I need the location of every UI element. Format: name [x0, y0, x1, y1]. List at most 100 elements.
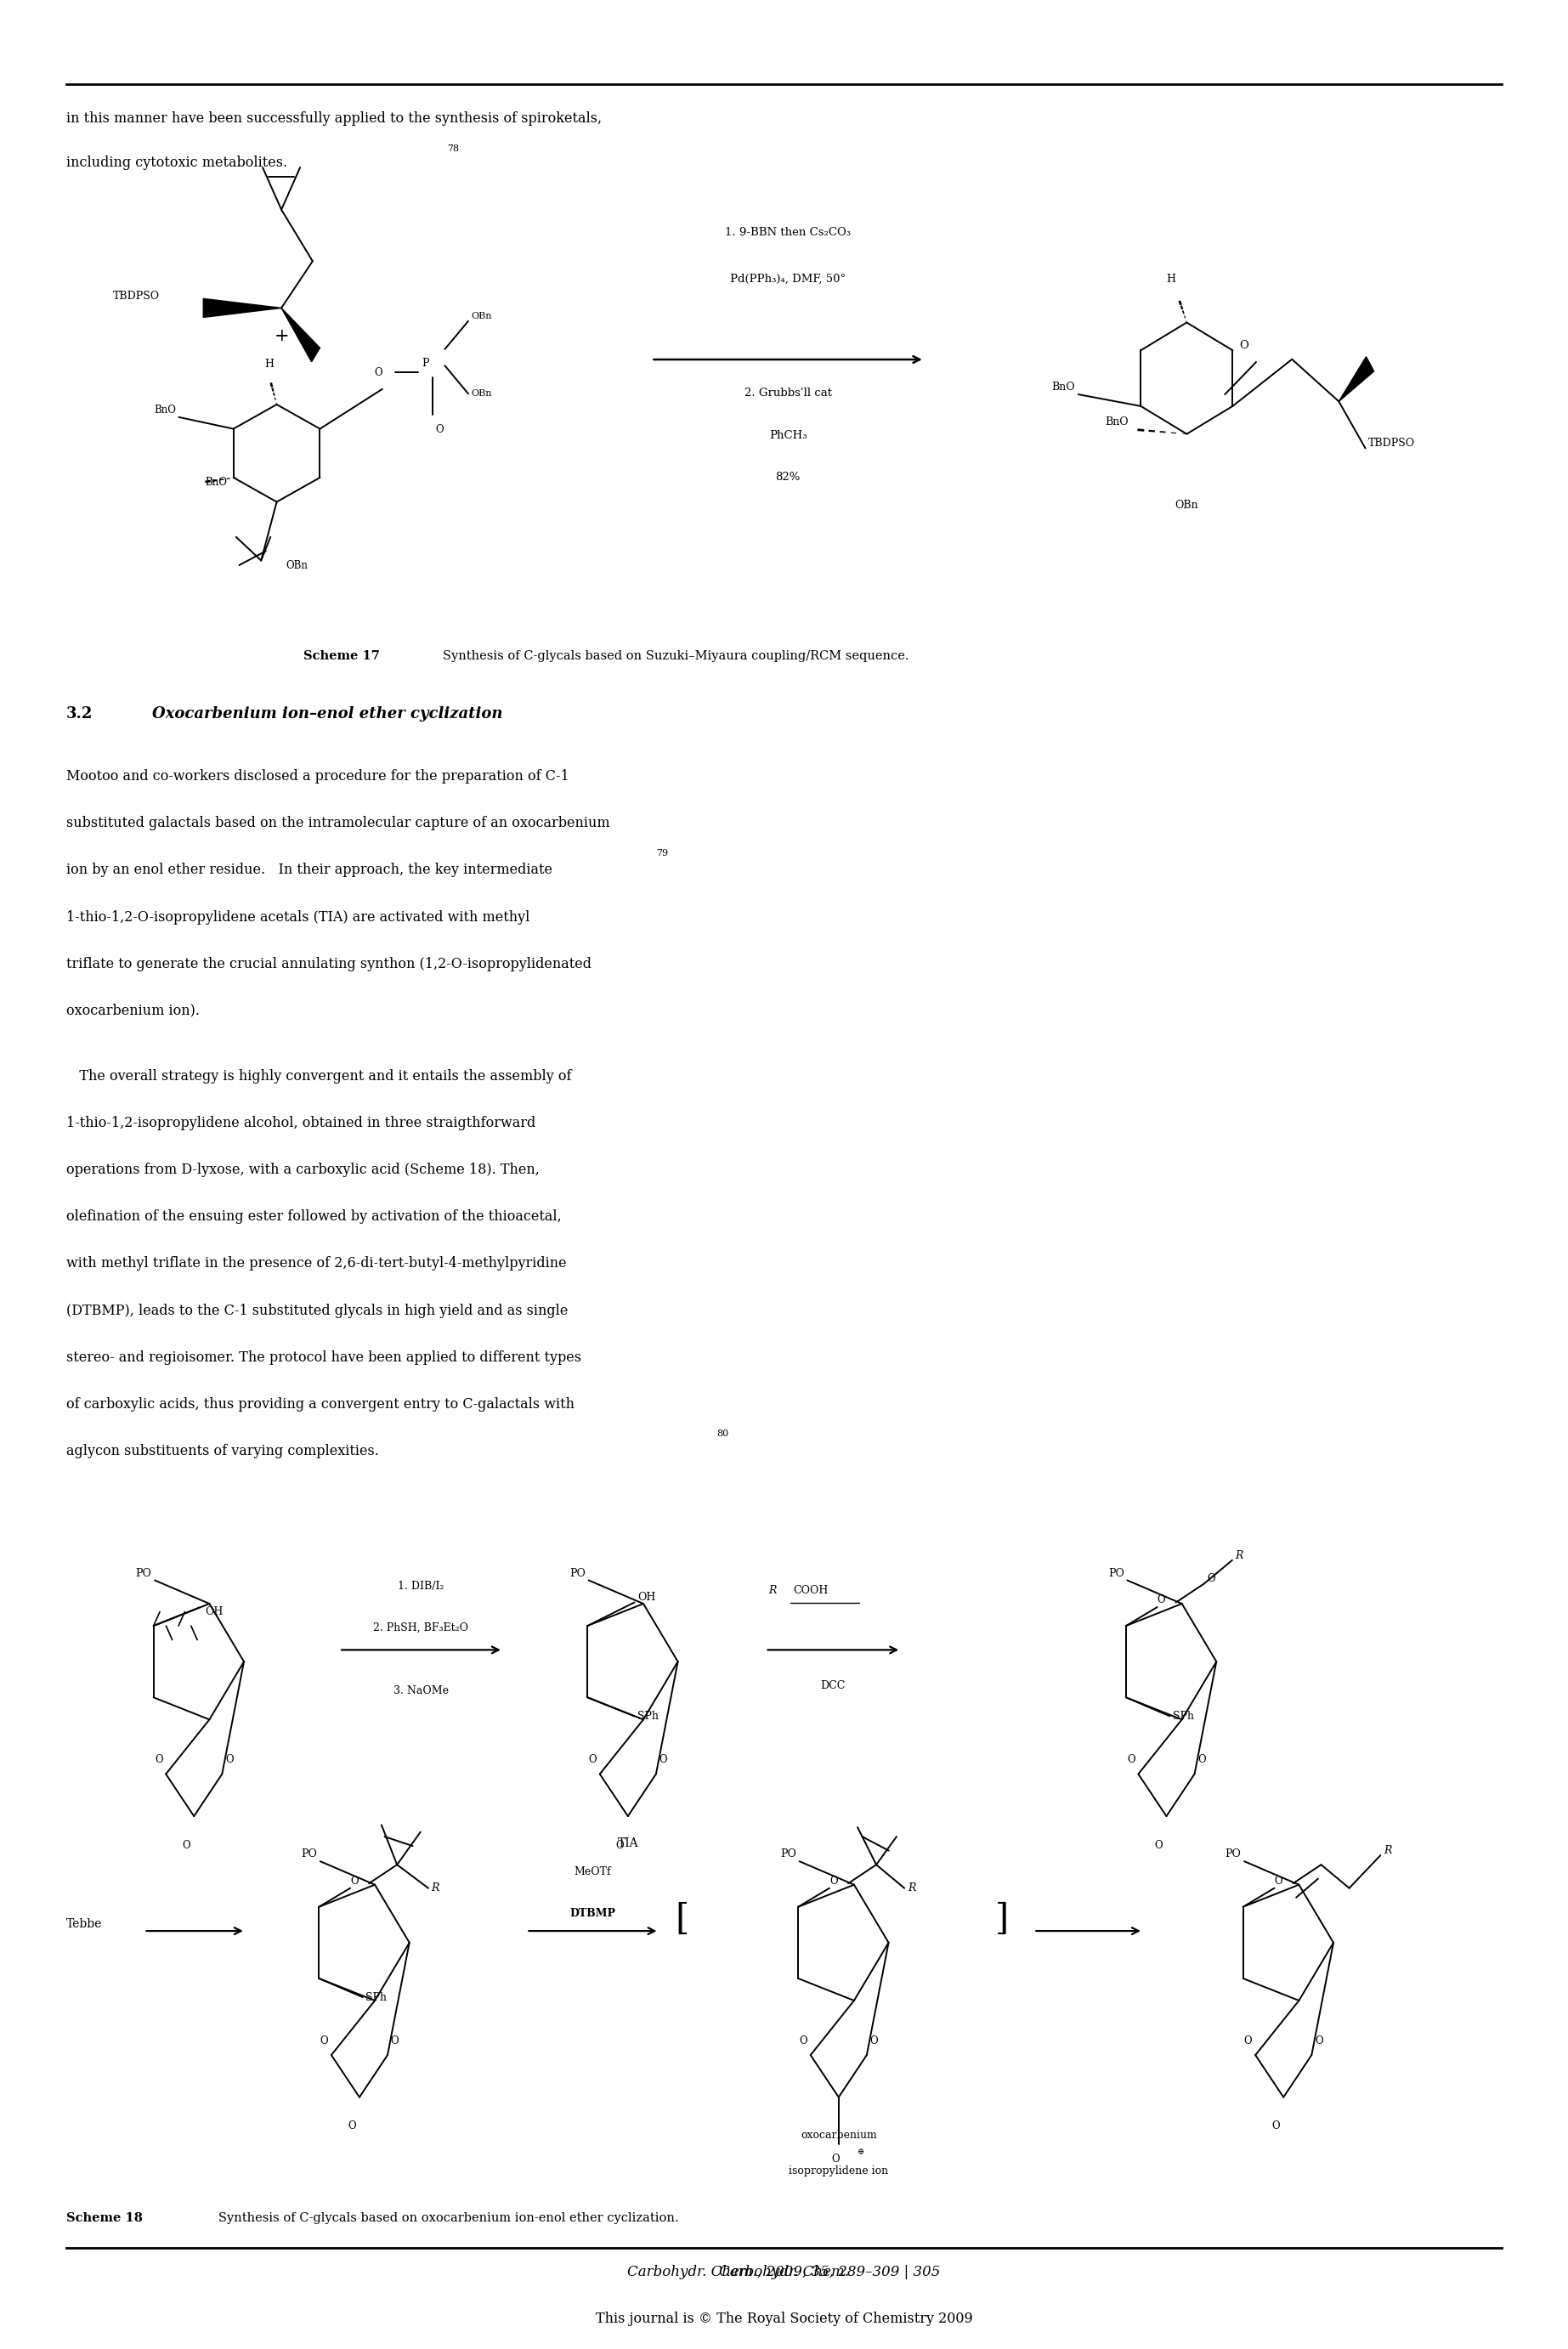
- Text: O: O: [1272, 2121, 1279, 2131]
- Text: (DTBMP), leads to the C-1 substituted glycals in high yield and as single: (DTBMP), leads to the C-1 substituted gl…: [66, 1304, 568, 1318]
- Text: Synthesis of C-glycals based on Suzuki–Miyaura coupling/RCM sequence.: Synthesis of C-glycals based on Suzuki–M…: [431, 651, 909, 662]
- Text: H: H: [265, 359, 273, 369]
- Text: Carbohydr. Chem.: Carbohydr. Chem.: [720, 2264, 848, 2279]
- Text: BnO: BnO: [1105, 416, 1129, 428]
- Text: 1. DIB/I₂: 1. DIB/I₂: [398, 1581, 444, 1590]
- Text: O: O: [831, 2154, 839, 2163]
- Text: 82%: 82%: [776, 472, 800, 484]
- Text: PO: PO: [301, 1849, 317, 1860]
- Text: 80: 80: [717, 1431, 729, 1438]
- Text: O: O: [1207, 1574, 1215, 1586]
- Text: +: +: [274, 329, 289, 345]
- Text: R: R: [768, 1586, 776, 1595]
- Text: operations from D-lyxose, with a carboxylic acid (Scheme 18). Then,: operations from D-lyxose, with a carboxy…: [66, 1163, 539, 1177]
- Text: SPh: SPh: [365, 1992, 387, 2004]
- Text: of carboxylic acids, thus providing a convergent entry to C-galactals with: of carboxylic acids, thus providing a co…: [66, 1398, 574, 1412]
- Text: oxocarbenium ion).: oxocarbenium ion).: [66, 1003, 199, 1017]
- Text: Carbohydr. Chem., 2009, 35, 289–309 | 305: Carbohydr. Chem., 2009, 35, 289–309 | 30…: [627, 2264, 941, 2279]
- Text: O: O: [350, 1875, 359, 1886]
- Text: SPh: SPh: [1173, 1710, 1195, 1722]
- Text: Scheme 18: Scheme 18: [66, 2213, 143, 2225]
- Text: R: R: [908, 1882, 916, 1893]
- Text: 2. Grubbsʹll cat: 2. Grubbsʹll cat: [745, 388, 831, 399]
- Text: O: O: [226, 1755, 234, 1766]
- Text: O: O: [800, 2037, 808, 2046]
- Text: O: O: [829, 1875, 837, 1886]
- Text: O: O: [616, 1839, 624, 1851]
- Text: O: O: [436, 425, 444, 435]
- Text: BnO: BnO: [1052, 383, 1076, 392]
- Text: TBDPSO: TBDPSO: [113, 291, 160, 301]
- Text: 1. 9-BBN then Cs₂CO₃: 1. 9-BBN then Cs₂CO₃: [724, 228, 851, 237]
- Text: isopropylidene ion: isopropylidene ion: [789, 2166, 889, 2175]
- Text: [: [: [674, 1900, 688, 1938]
- Text: Scheme 17: Scheme 17: [303, 651, 379, 662]
- Text: ⊕: ⊕: [858, 2149, 864, 2156]
- Text: 1-thio-1,2-O-isopropylidene acetals (TIA) are activated with methyl: 1-thio-1,2-O-isopropylidene acetals (TIA…: [66, 909, 530, 923]
- Text: aglycon substituents of varying complexities.: aglycon substituents of varying complexi…: [66, 1445, 378, 1459]
- Text: O: O: [1239, 341, 1248, 352]
- Text: Mootoo and co-workers disclosed a procedure for the preparation of C-1: Mootoo and co-workers disclosed a proced…: [66, 770, 569, 785]
- Text: DCC: DCC: [820, 1680, 845, 1691]
- Text: O: O: [1127, 1755, 1135, 1766]
- Polygon shape: [204, 298, 281, 317]
- Text: O: O: [1198, 1755, 1206, 1766]
- Text: including cytotoxic metabolites.: including cytotoxic metabolites.: [66, 155, 287, 169]
- Text: O: O: [1275, 1875, 1283, 1886]
- Text: OBn: OBn: [472, 312, 492, 322]
- Text: ]: ]: [994, 1900, 1008, 1938]
- Text: BnO: BnO: [154, 404, 176, 416]
- Text: PO: PO: [569, 1567, 585, 1579]
- Polygon shape: [1339, 357, 1374, 402]
- Text: O: O: [390, 2037, 398, 2046]
- Text: Tebbe: Tebbe: [66, 1919, 102, 1931]
- Text: PhCH₃: PhCH₃: [768, 430, 808, 442]
- Text: BnO: BnO: [205, 477, 227, 489]
- Text: in this manner have been successfully applied to the synthesis of spiroketals,: in this manner have been successfully ap…: [66, 110, 602, 127]
- Text: OBn: OBn: [285, 561, 307, 571]
- Text: Oxocarbenium ion–enol ether cyclization: Oxocarbenium ion–enol ether cyclization: [152, 707, 502, 721]
- Text: Synthesis of C-glycals based on oxocarbenium ion-enol ether cyclization.: Synthesis of C-glycals based on oxocarbe…: [207, 2213, 679, 2225]
- Text: stereo- and regioisomer. The protocol have been applied to different types: stereo- and regioisomer. The protocol ha…: [66, 1351, 582, 1365]
- Text: 2. PhSH, BF₃Et₂O: 2. PhSH, BF₃Et₂O: [373, 1623, 469, 1633]
- Text: with methyl triflate in the presence of 2,6-di-tert-butyl-4-methylpyridine: with methyl triflate in the presence of …: [66, 1257, 566, 1271]
- Polygon shape: [281, 308, 320, 362]
- Text: OH: OH: [205, 1607, 223, 1618]
- Text: ion by an enol ether residue.   In their approach, the key intermediate: ion by an enol ether residue. In their a…: [66, 862, 552, 879]
- Text: PO: PO: [1225, 1849, 1242, 1860]
- Text: DTBMP: DTBMP: [569, 1907, 616, 1919]
- Text: O: O: [1314, 2037, 1323, 2046]
- Text: triflate to generate the crucial annulating synthon (1,2-O-isopropylidenated: triflate to generate the crucial annulat…: [66, 956, 591, 970]
- Text: PO: PO: [1109, 1567, 1124, 1579]
- Text: H: H: [1167, 275, 1176, 284]
- Text: 79: 79: [655, 848, 668, 857]
- Text: TBDPSO: TBDPSO: [1369, 437, 1416, 449]
- Text: O: O: [348, 2121, 356, 2131]
- Text: OBn: OBn: [1174, 500, 1198, 510]
- Text: 3. NaOMe: 3. NaOMe: [394, 1684, 448, 1696]
- Text: O: O: [155, 1755, 163, 1766]
- Text: O: O: [659, 1755, 668, 1766]
- Text: SPh: SPh: [638, 1710, 659, 1722]
- Text: substituted galactals based on the intramolecular capture of an oxocarbenium: substituted galactals based on the intra…: [66, 815, 610, 832]
- Text: 78: 78: [447, 143, 459, 153]
- Text: O: O: [870, 2037, 878, 2046]
- Text: Pd(PPh₃)₄, DMF, 50°: Pd(PPh₃)₄, DMF, 50°: [731, 272, 845, 284]
- Text: PO: PO: [135, 1567, 152, 1579]
- Text: O: O: [588, 1755, 597, 1766]
- Text: R: R: [431, 1882, 439, 1893]
- Text: oxocarbenium: oxocarbenium: [801, 2131, 877, 2140]
- Text: O: O: [1157, 1595, 1165, 1607]
- Text: COOH: COOH: [793, 1586, 828, 1595]
- Text: O: O: [1154, 1839, 1163, 1851]
- Text: P: P: [422, 357, 428, 369]
- Text: OH: OH: [638, 1593, 655, 1604]
- Text: O: O: [320, 2037, 328, 2046]
- Text: TIA: TIA: [618, 1837, 638, 1849]
- Text: 1-thio-1,2-isopropylidene alcohol, obtained in three straigthforward: 1-thio-1,2-isopropylidene alcohol, obtai…: [66, 1116, 535, 1130]
- Text: MeOTf: MeOTf: [574, 1865, 612, 1877]
- Text: O: O: [1243, 2037, 1253, 2046]
- Text: The overall strategy is highly convergent and it entails the assembly of: The overall strategy is highly convergen…: [66, 1069, 571, 1083]
- Text: PO: PO: [781, 1849, 797, 1860]
- Text: This journal is © The Royal Society of Chemistry 2009: This journal is © The Royal Society of C…: [596, 2311, 972, 2326]
